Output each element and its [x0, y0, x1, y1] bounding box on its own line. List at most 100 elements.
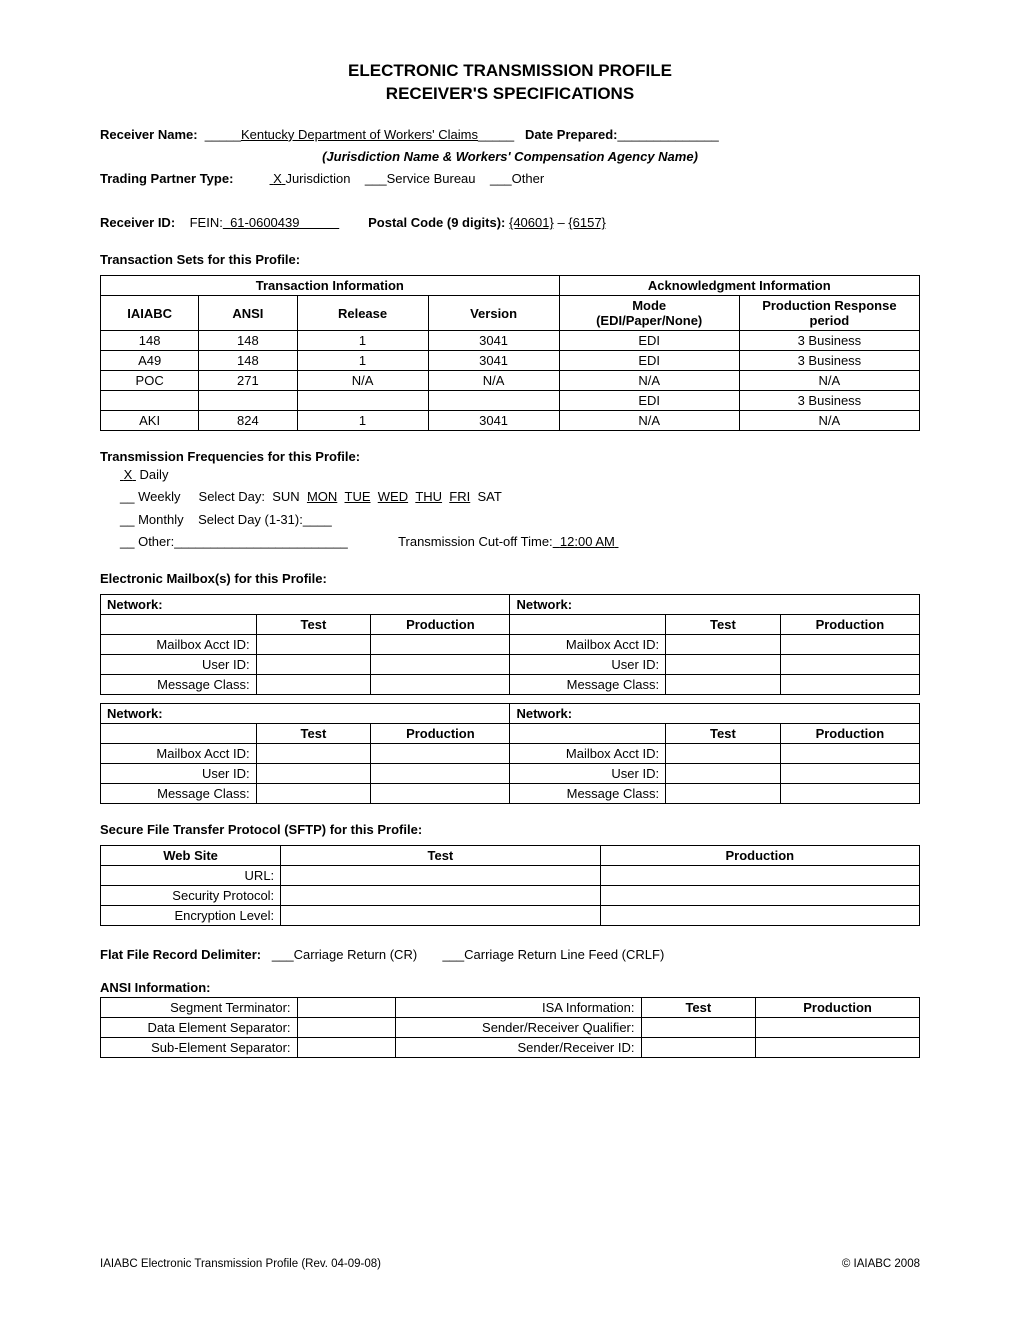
mailbox-row-label: Mailbox Acct ID:	[101, 634, 257, 654]
trans-col-5: Production Responseperiod	[739, 296, 919, 331]
trans-cell: EDI	[559, 351, 739, 371]
transaction-sets-label: Transaction Sets for this Profile:	[100, 252, 920, 267]
day-mon: MON	[307, 489, 337, 504]
cutoff-label: Transmission Cut-off Time:	[398, 534, 553, 549]
transaction-table: Transaction Information Acknowledgment I…	[100, 275, 920, 431]
mailbox-row-label: Message Class:	[510, 674, 666, 694]
mailbox-cell	[256, 763, 371, 783]
flat-file-opt2: Carriage Return Line Feed (CRLF)	[464, 947, 664, 962]
trans-cell: 1	[297, 351, 428, 371]
trans-cell: N/A	[297, 371, 428, 391]
trans-cell: 271	[199, 371, 297, 391]
date-prepared-label: Date Prepared:	[525, 127, 617, 142]
sftp-row-label: URL:	[101, 865, 281, 885]
ansi-left-cell	[297, 1037, 395, 1057]
sftp-row-label: Security Protocol:	[101, 885, 281, 905]
sftp-cell	[281, 885, 600, 905]
mailbox-col	[101, 723, 257, 743]
trans-cell: N/A	[559, 371, 739, 391]
mailbox-row-label: Message Class:	[101, 674, 257, 694]
monthly-select: Select Day (1-31):____	[198, 512, 332, 527]
ansi-table: Segment Terminator:ISA Information:TestP…	[100, 997, 920, 1058]
postal-value2: {6157}	[568, 215, 606, 230]
mailbox-col: Test	[666, 723, 781, 743]
mailbox-cell	[371, 763, 510, 783]
mailbox-cell	[666, 743, 781, 763]
mailbox-col: Production	[371, 723, 510, 743]
trans-cell	[428, 391, 559, 411]
tp-type-label: Trading Partner Type:	[100, 171, 233, 186]
ansi-label: ANSI Information:	[100, 980, 920, 995]
footer-right: © IAIABC 2008	[842, 1258, 920, 1270]
trans-cell: EDI	[559, 331, 739, 351]
day-sat: SAT	[477, 489, 501, 504]
trans-group2: Acknowledgment Information	[559, 276, 919, 296]
tp-other: Other	[512, 171, 545, 186]
ansi-left-label: Segment Terminator:	[101, 997, 298, 1017]
trans-col-3: Version	[428, 296, 559, 331]
mailbox-row-label: Mailbox Acct ID:	[510, 634, 666, 654]
mailbox-tables: Network:Network:TestProductionTestProduc…	[100, 594, 920, 804]
sftp-cell	[600, 905, 919, 925]
trans-cell: 3 Business	[739, 391, 919, 411]
trans-cell: POC	[101, 371, 199, 391]
mailbox-col: Test	[256, 723, 371, 743]
flat-file-opt1: Carriage Return (CR)	[294, 947, 418, 962]
day-sun: SUN	[272, 489, 299, 504]
tp-jurisdiction: Jurisdiction	[285, 171, 350, 186]
day-fri: FRI	[449, 489, 470, 504]
trans-col-4: Mode(EDI/Paper/None)	[559, 296, 739, 331]
trans-cell	[199, 391, 297, 411]
mailbox-cell	[371, 743, 510, 763]
fein-value: 61-0600439	[223, 215, 339, 230]
sftp-label: Secure File Transfer Protocol (SFTP) for…	[100, 822, 920, 837]
sftp-cell	[600, 885, 919, 905]
days-list: SUN MON TUE WED THU FRI SAT	[272, 489, 502, 504]
frequency-block: Transmission Frequencies for this Profil…	[100, 449, 920, 552]
mailbox-table-0: Network:Network:TestProductionTestProduc…	[100, 594, 920, 695]
network-label: Network:	[101, 594, 510, 614]
trans-cell	[297, 391, 428, 411]
mailbox-row-label: User ID:	[101, 763, 257, 783]
mailbox-cell	[666, 783, 781, 803]
ansi-left-label: Sub-Element Separator:	[101, 1037, 298, 1057]
network-label: Network:	[510, 703, 920, 723]
sftp-cell	[600, 865, 919, 885]
mailbox-cell	[780, 743, 919, 763]
receiver-name-label: Receiver Name:	[100, 127, 198, 142]
mailbox-cell	[780, 634, 919, 654]
trans-cell: 3041	[428, 331, 559, 351]
ansi-right-label: Sender/Receiver ID:	[395, 1037, 641, 1057]
tp-jurisdiction-mark: X	[270, 171, 286, 186]
day-thu: THU	[415, 489, 442, 504]
freq-weekly: Weekly	[138, 489, 180, 504]
ansi-left-cell	[297, 1017, 395, 1037]
trans-cell: 1	[297, 331, 428, 351]
mailbox-cell	[780, 674, 919, 694]
fein-label: FEIN:	[190, 215, 223, 230]
mailbox-col: Production	[780, 723, 919, 743]
cutoff-value: 12:00 AM	[553, 534, 619, 549]
trans-cell: 1	[297, 411, 428, 431]
title-line2: RECEIVER'S SPECIFICATIONS	[386, 84, 634, 103]
mailbox-table-1: Network:Network:TestProductionTestProduc…	[100, 703, 920, 804]
weekly-select: Select Day:	[199, 489, 265, 504]
sftp-col: Test	[281, 845, 600, 865]
trans-cell: N/A	[428, 371, 559, 391]
ansi-right-cell	[756, 1037, 920, 1057]
trans-cell: N/A	[739, 371, 919, 391]
mailbox-col	[510, 614, 666, 634]
trans-cell: 3 Business	[739, 351, 919, 371]
page: ELECTRONIC TRANSMISSION PROFILE RECEIVER…	[100, 60, 920, 1270]
flat-file-label: Flat File Record Delimiter:	[100, 947, 261, 962]
mailbox-cell	[666, 634, 781, 654]
day-tue: TUE	[345, 489, 371, 504]
receiver-name-value: Kentucky Department of Workers' Claims	[241, 127, 478, 142]
trans-group1: Transaction Information	[101, 276, 560, 296]
sftp-row-label: Encryption Level:	[101, 905, 281, 925]
postal-dash: –	[554, 215, 568, 230]
mailbox-cell	[256, 634, 371, 654]
daily-mark: X	[120, 467, 136, 482]
mailbox-cell	[371, 783, 510, 803]
ansi-isa-label: ISA Information:	[395, 997, 641, 1017]
